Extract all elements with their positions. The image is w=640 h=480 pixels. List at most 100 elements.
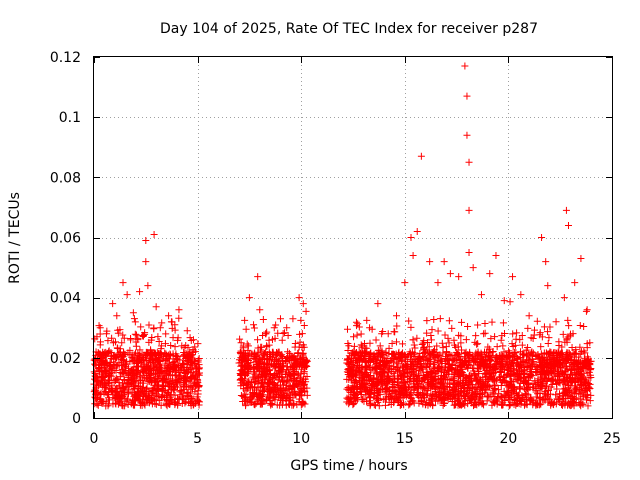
data-point (555, 370, 563, 378)
data-point (399, 349, 407, 357)
data-point (460, 400, 468, 408)
data-point (472, 384, 480, 392)
data-point (443, 389, 451, 397)
data-point (297, 391, 305, 399)
data-point (474, 364, 482, 372)
data-point (582, 396, 590, 404)
data-point (563, 373, 571, 381)
data-point (367, 349, 375, 357)
data-point (518, 332, 526, 340)
data-point (130, 397, 138, 405)
data-point (271, 373, 279, 381)
data-point (532, 401, 540, 409)
data-point (239, 362, 247, 370)
data-point (171, 343, 179, 351)
data-point (240, 353, 248, 361)
data-point (294, 349, 302, 357)
data-point (188, 374, 196, 382)
data-point (282, 358, 290, 366)
data-point (189, 369, 197, 377)
data-point (501, 396, 509, 404)
data-point (500, 387, 508, 395)
data-point (187, 395, 195, 403)
data-point (537, 377, 545, 385)
data-point (460, 384, 468, 392)
data-point (259, 351, 267, 359)
data-point (175, 314, 183, 322)
data-point (147, 379, 155, 387)
data-point (243, 362, 251, 370)
data-point (450, 379, 458, 387)
data-point (488, 318, 496, 326)
data-point (559, 392, 567, 400)
data-point (583, 306, 591, 314)
data-point (366, 357, 374, 365)
data-point (547, 369, 555, 377)
data-point (168, 324, 176, 332)
data-point (299, 398, 307, 406)
data-point (351, 357, 359, 365)
data-point (147, 370, 155, 378)
data-point (132, 391, 140, 399)
data-point (377, 361, 385, 369)
data-point (467, 361, 475, 369)
data-point (345, 342, 353, 350)
data-point (258, 343, 266, 351)
data-point (524, 324, 532, 332)
data-point (366, 324, 374, 332)
data-point (569, 400, 577, 408)
data-point (507, 370, 515, 378)
data-point (394, 374, 402, 382)
data-point (393, 322, 401, 330)
data-point (407, 234, 415, 241)
data-point (364, 363, 372, 371)
data-point (434, 279, 442, 287)
data-point (295, 294, 303, 302)
data-point (433, 342, 441, 350)
data-point (152, 363, 160, 371)
data-point (443, 383, 451, 391)
data-point (194, 340, 202, 348)
data-point (502, 372, 510, 380)
data-point (107, 349, 115, 357)
data-point (427, 336, 435, 344)
data-point (281, 329, 289, 337)
data-point (471, 338, 479, 346)
data-point (348, 372, 356, 380)
data-point (299, 361, 307, 369)
data-point (486, 383, 494, 391)
data-point (465, 206, 473, 214)
data-point (154, 386, 162, 394)
data-point (383, 384, 391, 392)
data-point (145, 321, 153, 329)
data-point (91, 400, 99, 408)
data-point (174, 334, 182, 342)
data-point (571, 377, 579, 385)
data-point (122, 397, 130, 405)
data-point (382, 395, 390, 403)
data-point (110, 367, 118, 375)
data-point (486, 270, 494, 278)
axis-ticks: 0 5 10 15 20 25 0 0.02 0.04 0.06 0.08 0.1 0.12 (50, 50, 621, 447)
data-point (466, 397, 474, 405)
data-point (349, 401, 357, 409)
data-point (477, 383, 485, 391)
data-point (400, 401, 408, 409)
data-point (516, 336, 524, 344)
data-point (303, 372, 311, 380)
data-point (520, 385, 528, 393)
data-point (448, 324, 456, 332)
data-point (416, 367, 424, 375)
data-point (383, 372, 391, 380)
data-point (437, 355, 445, 363)
data-point (547, 377, 555, 385)
data-point (395, 368, 403, 376)
data-point (462, 336, 470, 344)
data-point (517, 291, 525, 299)
data-point (587, 357, 595, 365)
y-tick-label: 0.04 (50, 291, 81, 307)
data-point (449, 393, 457, 401)
data-point (418, 363, 426, 371)
data-point (559, 385, 567, 393)
plot-frame (93, 56, 613, 419)
